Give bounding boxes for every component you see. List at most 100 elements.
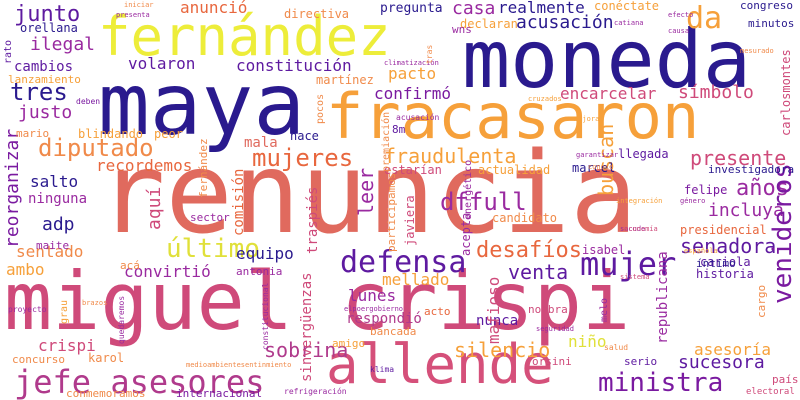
word-aqui: aquí [144,186,165,230]
word-amigo: amigo [332,337,366,350]
word-refrigeracion: refrigeración [284,387,347,396]
word-renuncia: renuncia [98,129,638,259]
word-lunes: lunes [348,286,397,305]
word-maya: maya [98,55,306,155]
word-actualidad: actualidad [478,163,551,177]
word-mesurado: mesurado [740,47,774,55]
word-wns: wns [452,23,472,36]
word-orellana: orellana [20,21,78,35]
word-defensa: defensa [340,245,467,280]
word-da: da [686,1,723,36]
word-venideros: venideros [768,163,798,304]
word-javiera: javiera [403,195,417,246]
word-declaran: declaran [460,17,518,31]
word-serio: serio [624,355,658,368]
word-constitucional: constitucional [261,282,270,350]
word-ultimo: último [166,234,260,264]
word-minutos: minutos [748,17,795,30]
word-sucesora: sucesora [678,352,765,373]
word-casa: casa [452,0,496,19]
word-pocos: pocos [315,93,326,124]
word-quedaremos: quedaremos [117,295,126,344]
word-fernandez: fernández [98,5,391,68]
word-senadora: senadora [680,234,777,258]
word-dffull: dffull [440,188,527,216]
word-seguridad: seguridad [536,325,574,333]
word-intimo: íntimo [696,257,736,270]
word-ninguna: ninguna [28,191,88,207]
word-aca: acá [120,259,140,272]
word-sistema: sistema [620,273,650,281]
word-felipe: felipe [684,183,728,197]
word-mejorar: mejorar [574,115,604,123]
word-acusacion-small: acusación [396,113,440,122]
word-integracion: integración [616,197,663,205]
word-lanzamiento: lanzamiento [8,73,81,86]
word-sacude: sacude [620,225,646,233]
word-asesoria: asesoría [694,340,772,359]
word-miguel-crispi: miguel crispi [4,255,631,348]
word-republicana: republicana [655,251,671,344]
word-iniciar: iniciar [124,1,154,9]
word-directiva: directiva [284,7,350,21]
word-equipo: equipo [236,244,294,263]
word-melo: melo [599,297,610,322]
word-presente: presente [690,146,787,170]
word-electoral: electoral [746,387,795,397]
word-catiana: catiana [614,19,644,27]
word-anos: años [736,176,789,201]
word-presenta: presenta [116,11,150,19]
word-cambios: cambios [14,59,74,75]
word-adp: adp [42,214,75,235]
word-elpoergobierno: elpoergobierno [344,305,404,313]
word-recordemos: recordemos [96,156,193,175]
word-pacto: pacto [388,64,437,83]
word-karol: karol [88,351,125,365]
word-pais: país [772,373,799,386]
word-nino: niño [568,332,607,351]
word-nombra: nombra [528,303,568,316]
word-ilegal: ilegal [30,34,96,55]
word-espanola: española [684,247,718,255]
word-isabel: isabel [582,243,626,257]
word-mala: mala [244,135,278,151]
word-concurso: concurso [12,353,65,366]
word-proyecto: proyecto [8,305,47,314]
word-ministra: ministra [598,368,724,398]
word-rato: rato [3,39,14,64]
word-ambo: ambo [6,260,45,279]
word-salud: salud [604,343,629,352]
word-venta: venta [508,260,569,284]
word-sinverguenzas: sinvergüenzas [299,272,315,382]
word-conmemoramos: conmemoramos [66,387,146,400]
word-investigadora: investigadora [708,163,795,176]
word-8m: 8m [392,123,406,136]
word-medioambiente: medioambientesentinmiento [186,361,292,369]
word-buscan: buscan [594,123,618,196]
word-cruzados: cruzados [528,95,562,103]
word-blindando: blindando [78,127,144,141]
word-fracasaron: fracasaron [326,80,700,153]
word-sobrina: sobrina [264,338,349,362]
word-convirtio: convirtió [124,262,211,281]
word-sector: sector [190,211,230,224]
word-anuncio: anunció [180,0,248,17]
word-mellado: mellado [382,270,450,289]
word-deben: deben [76,97,101,106]
word-causa: causa [668,27,690,35]
word-martinez: martínez [316,73,374,87]
word-salto: salto [30,172,79,191]
word-klima: klima [370,365,395,374]
word-acto: acto [424,305,451,318]
word-maite: maite [36,239,70,252]
word-justo: justo [18,102,73,123]
word-peor: peor [154,127,183,141]
word-congreso: congreso [740,0,793,12]
word-economia: economía [624,225,658,233]
word-mujeres: mujeres [252,144,354,172]
word-estarian: estarían [384,163,442,177]
word-realmente: realmente [498,0,585,17]
word-tres: tres [10,78,68,106]
word-candidato: candidato [492,211,558,225]
